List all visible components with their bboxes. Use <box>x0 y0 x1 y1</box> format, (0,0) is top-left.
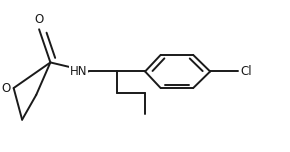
Text: Cl: Cl <box>241 65 252 78</box>
Text: O: O <box>1 82 11 95</box>
Text: O: O <box>35 13 44 26</box>
Text: HN: HN <box>70 65 87 78</box>
